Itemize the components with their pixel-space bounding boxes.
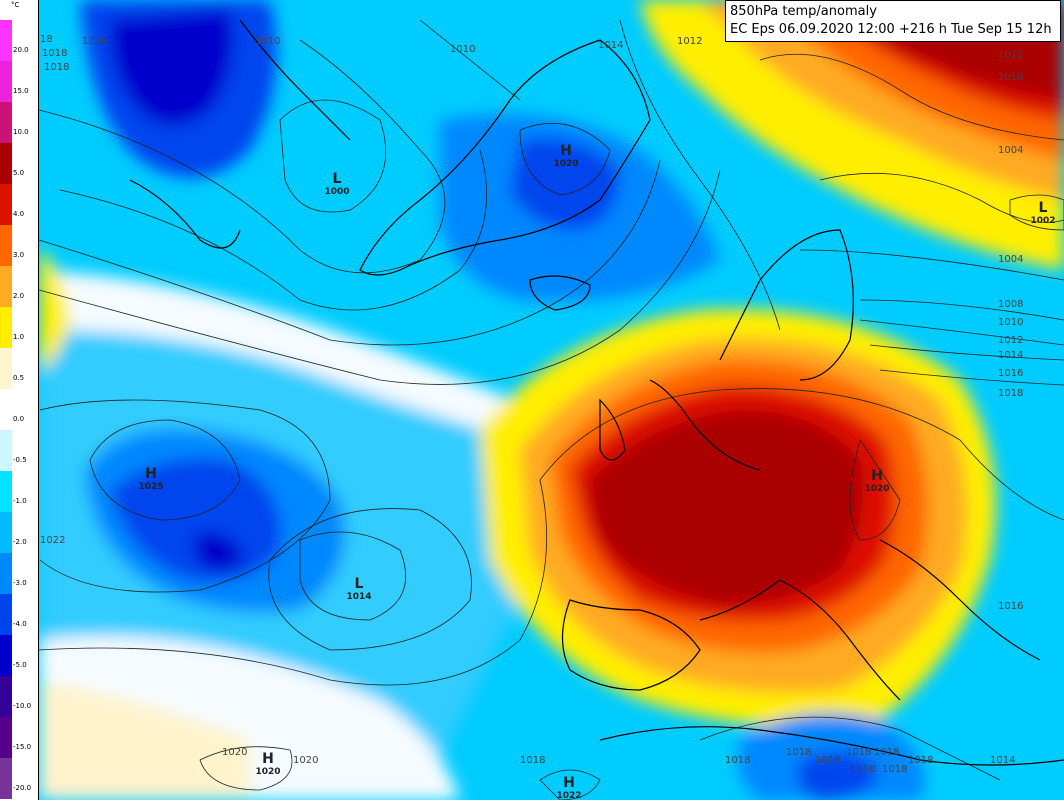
low-pressure-marker: L xyxy=(1039,200,1048,216)
isobar-label: 1016 xyxy=(82,36,107,47)
high-pressure-marker: H xyxy=(563,775,575,791)
legend-swatch xyxy=(0,307,12,348)
isobar-contours xyxy=(39,19,1064,800)
isobar-label: 1016 xyxy=(998,601,1023,612)
legend-label: 15.0 xyxy=(13,87,29,95)
legend-label: -4.0 xyxy=(13,620,27,628)
legend-swatch xyxy=(0,225,12,266)
legend-label: 4.0 xyxy=(13,210,25,218)
isobar-label: 1010 xyxy=(998,72,1023,83)
legend-label: -2.0 xyxy=(13,538,27,546)
legend-swatch xyxy=(0,512,12,553)
pressure-center-value: 1000 xyxy=(324,187,349,197)
isobar-label: 1018 xyxy=(815,755,840,766)
color-scale-legend: °C 20.0 15.0 10.0 5.0 4.0 3.0 2.0 1.0 0.5 0.0 -0.5… xyxy=(0,0,39,800)
isobar-label: 1018 xyxy=(998,388,1023,399)
legend-label: 10.0 xyxy=(13,128,29,136)
pressure-center-value: 1020 xyxy=(255,767,280,777)
legend-label: -10.0 xyxy=(13,702,32,710)
isobar-label: 1018 xyxy=(725,755,750,766)
legend-label: 3.0 xyxy=(13,251,25,259)
isobar-label: 1004 xyxy=(998,254,1023,265)
low-pressure-marker: L xyxy=(333,171,342,187)
legend-swatch xyxy=(0,389,12,430)
legend-swatch xyxy=(0,102,12,143)
legend-swatch xyxy=(0,758,12,799)
map-area: 18 1018 1018 1016 1010 1010 1014 1012 1012 1010 10… xyxy=(39,0,1064,800)
legend-label: -5.0 xyxy=(13,661,27,669)
isobar-label: 1018 xyxy=(846,747,871,758)
high-pressure-marker: H xyxy=(262,751,274,767)
legend-label: -3.0 xyxy=(13,579,27,587)
chart-title-variable: 850hPa temp/anomaly xyxy=(730,4,877,19)
legend-label: 5.0 xyxy=(13,169,25,177)
isobar-label: 1018 xyxy=(882,764,907,775)
isobar-label: 1018 xyxy=(874,747,899,758)
pressure-center-value: 1020 xyxy=(553,159,578,169)
low-pressure-marker: L xyxy=(355,576,364,592)
coastlines xyxy=(129,19,1064,766)
legend-label: 2.0 xyxy=(13,292,25,300)
isobar-label: 1018 xyxy=(520,755,545,766)
high-pressure-marker: H xyxy=(871,468,883,484)
legend-swatch xyxy=(0,717,12,758)
isobar-label: 1010 xyxy=(255,36,280,47)
legend-label: -15.0 xyxy=(13,743,32,751)
legend-label: 0.0 xyxy=(13,415,25,423)
isobar-label: 1022 xyxy=(40,535,65,546)
isobar-label: 1018 xyxy=(908,755,933,766)
isobar-label: 1008 xyxy=(998,299,1023,310)
isobar-label: 1014 xyxy=(998,350,1023,361)
legend-label: -20.0 xyxy=(13,784,32,792)
legend-label: -0.5 xyxy=(13,456,27,464)
legend-swatch xyxy=(0,61,12,102)
legend-swatch xyxy=(0,266,12,307)
legend-label: 20.0 xyxy=(13,46,29,54)
legend-swatch xyxy=(0,348,12,389)
legend-swatch xyxy=(0,184,12,225)
high-pressure-marker: H xyxy=(560,143,572,159)
isobar-label: 1018 xyxy=(42,48,67,59)
isobar-label: 1014 xyxy=(598,40,623,51)
legend-label: 1.0 xyxy=(13,333,25,341)
legend-label: 0.5 xyxy=(13,374,25,382)
isobar-label: 1020 xyxy=(293,755,318,766)
legend-swatch xyxy=(0,635,12,676)
isobar-label: 1020 xyxy=(222,747,247,758)
high-pressure-marker: H xyxy=(145,466,157,482)
chart-title-box: 850hPa temp/anomaly EC Eps 06.09.2020 12… xyxy=(725,0,1061,42)
legend-swatch xyxy=(0,553,12,594)
legend-label: -1.0 xyxy=(13,497,27,505)
legend-swatch xyxy=(0,471,12,512)
isobar-label: 18 xyxy=(40,34,53,45)
isobar-label: 1012 xyxy=(998,335,1023,346)
legend-swatch xyxy=(0,143,12,184)
isobar-label: 1018 xyxy=(44,62,69,73)
legend-swatch xyxy=(0,20,12,61)
isobar-label: 1004 xyxy=(998,145,1023,156)
isobar-label: 1010 xyxy=(450,44,475,55)
isobar-label: 1012 xyxy=(677,36,702,47)
isobar-label: 1018 xyxy=(786,747,811,758)
isobar-label: 1014 xyxy=(990,755,1015,766)
chart-title-run-info: EC Eps 06.09.2020 12:00 +216 h Tue Sep 1… xyxy=(730,22,1052,37)
pressure-center-value: 1025 xyxy=(138,482,163,492)
pressure-center-value: 1020 xyxy=(864,484,889,494)
isobar-label: 1012 xyxy=(998,50,1023,61)
pressure-center-value: 1022 xyxy=(556,791,581,800)
legend-swatch xyxy=(0,430,12,471)
legend-swatch xyxy=(0,676,12,717)
pressure-center-value: 1014 xyxy=(346,592,371,602)
legend-unit-label: °C xyxy=(11,1,20,9)
isobar-label: 1018 xyxy=(850,764,875,775)
pressure-center-value: 1002 xyxy=(1030,216,1055,226)
legend-swatch xyxy=(0,594,12,635)
temperature-anomaly-field xyxy=(39,0,1064,800)
isobar-label: 1010 xyxy=(998,317,1023,328)
isobar-label: 1016 xyxy=(998,368,1023,379)
